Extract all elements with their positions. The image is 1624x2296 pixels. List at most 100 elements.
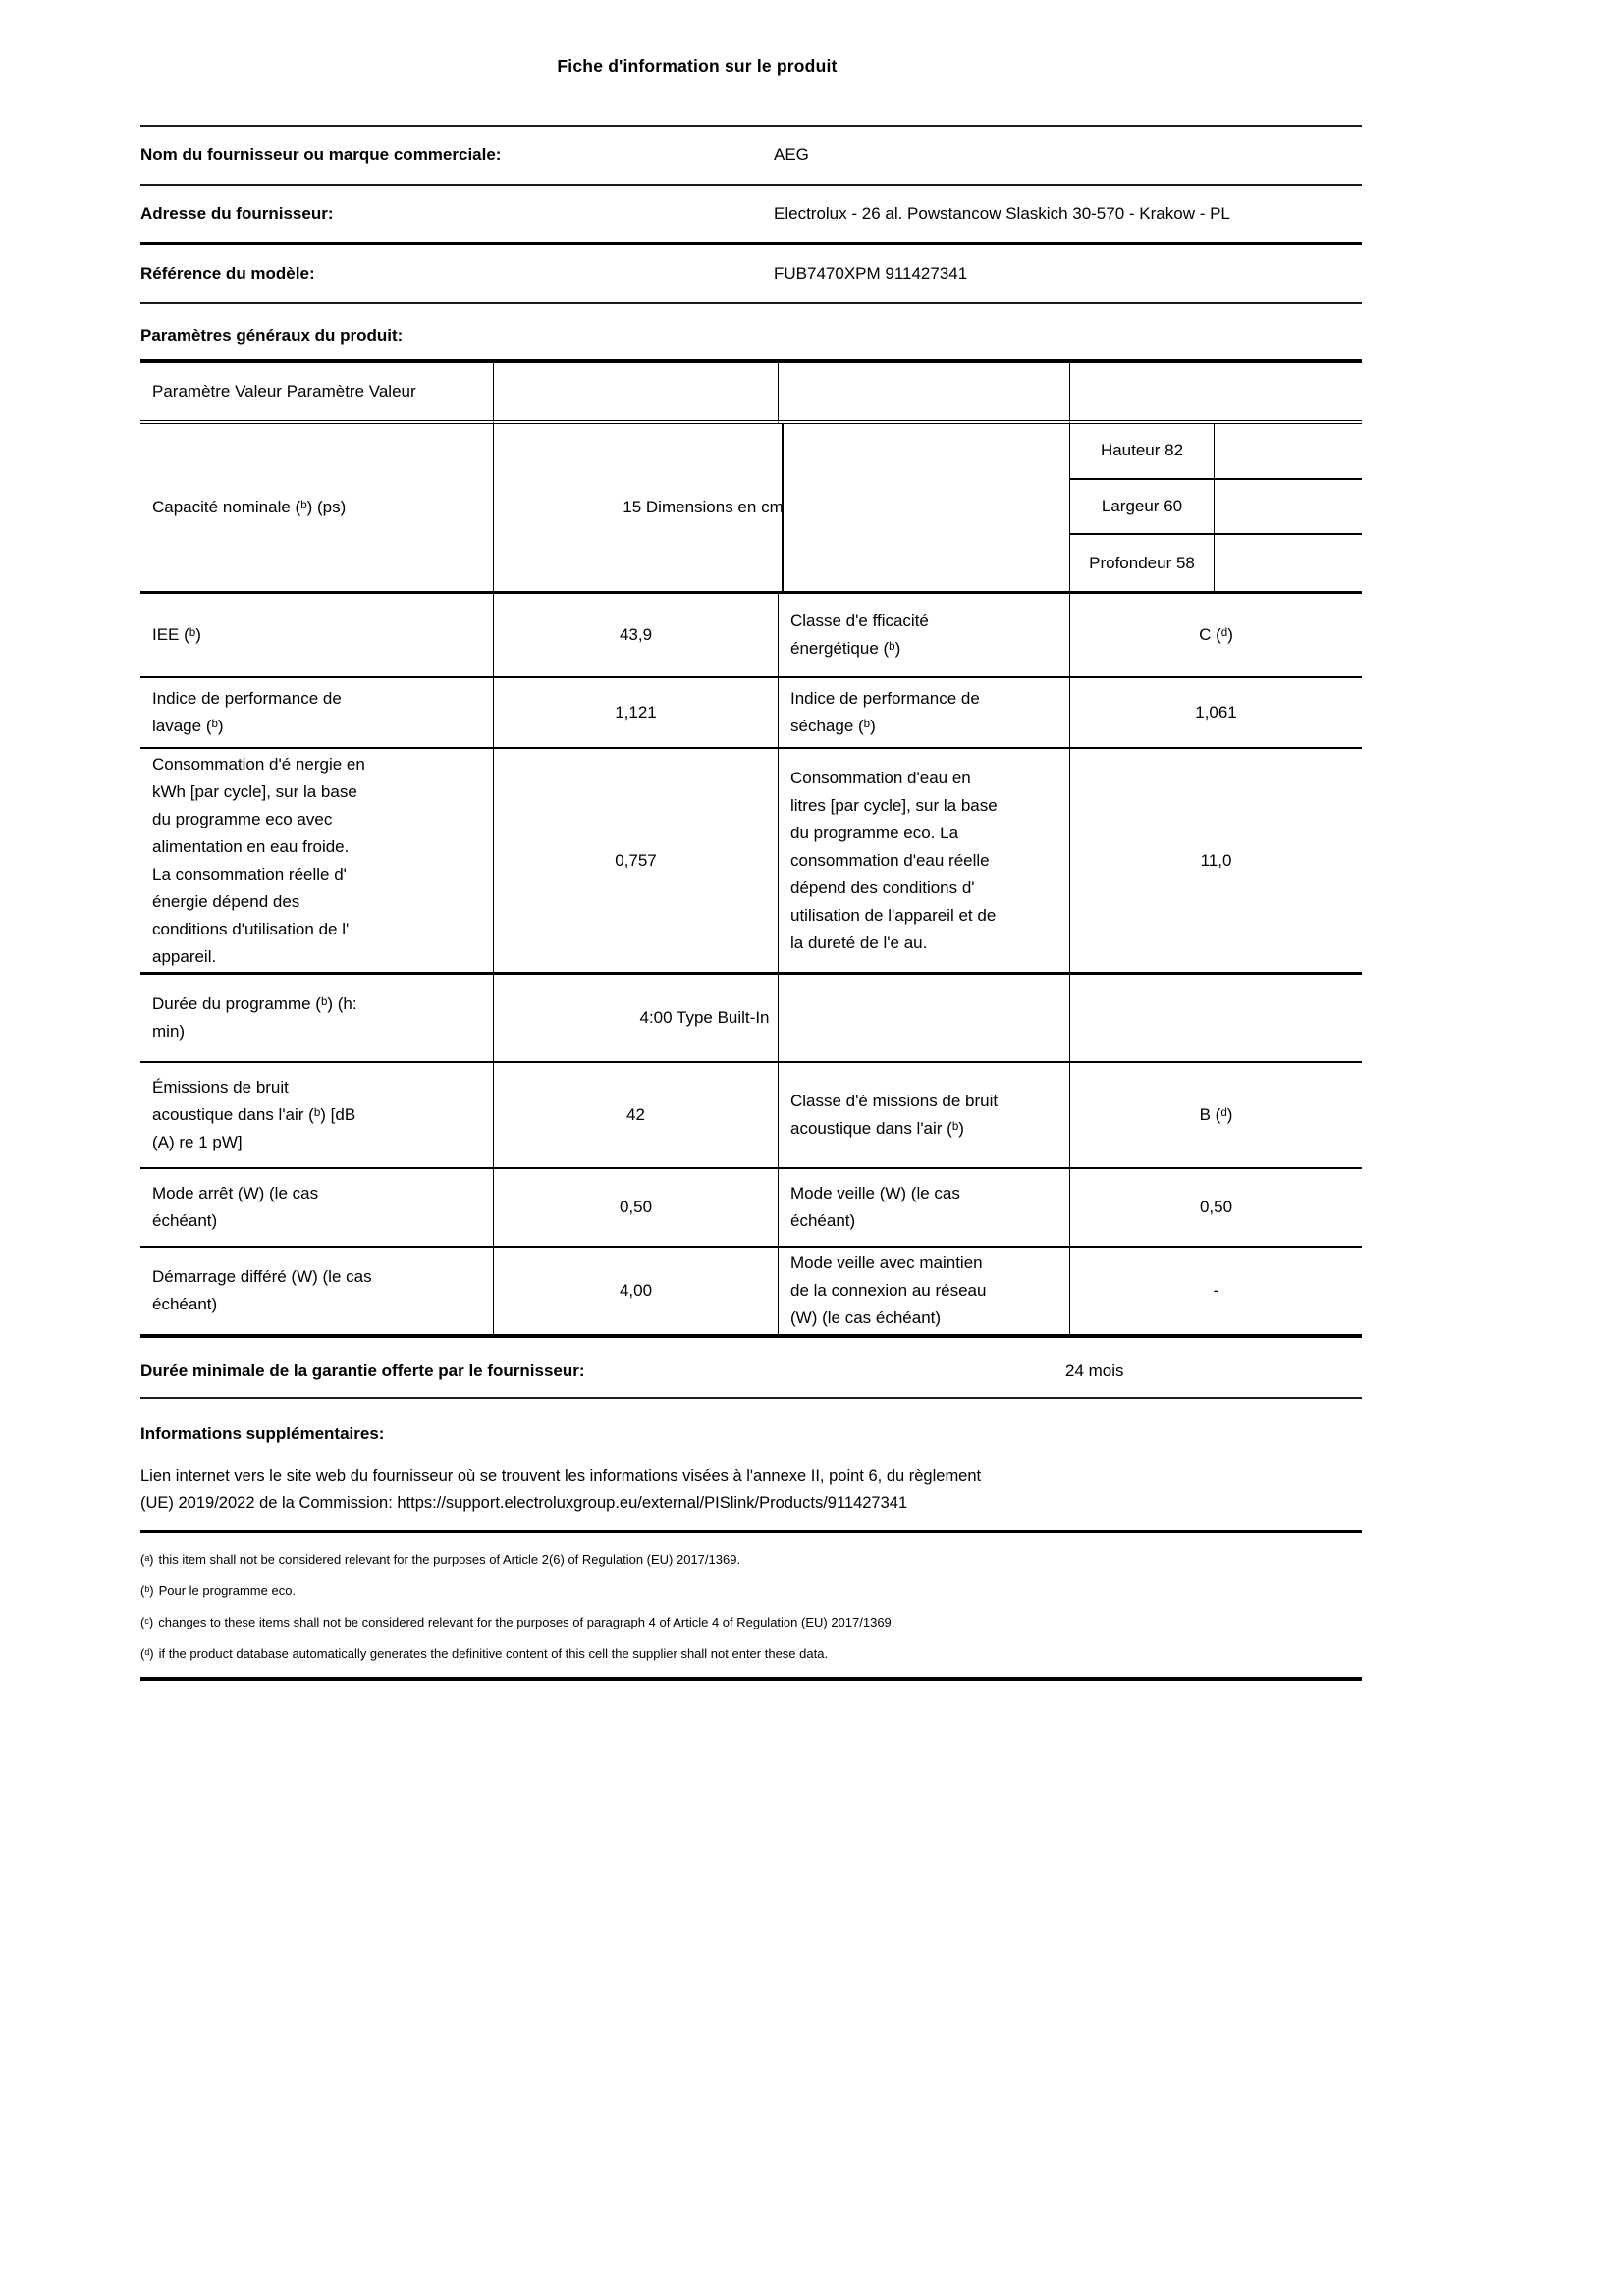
noise-class-value: B (ᵈ) [1199, 1105, 1233, 1124]
capacity-dimensions-value: 15 Dimensions en cm [623, 498, 784, 516]
water-consumption-label: Consommation d'eau en litres [par cycle]… [790, 768, 998, 952]
noise-class-label: Classe d'é missions de bruit acoustique … [790, 1092, 999, 1138]
divider [140, 302, 1362, 304]
networked-standby-value-cell: - [1070, 1248, 1362, 1334]
supplier-address-label: Adresse du fournisseur: [140, 204, 334, 223]
dry-index-label: Indice de performance de séchage (ᵇ) [790, 689, 980, 735]
wash-index-value-cell: 1,121 [494, 678, 779, 749]
noise-value-cell: 42 [494, 1063, 779, 1169]
empty-cell [779, 363, 1070, 424]
supplier-name-row: Nom du fournisseur ou marque commerciale… [140, 127, 1362, 184]
wash-index-value: 1,121 [615, 703, 657, 721]
noise-class-value-cell: B (ᵈ) [1070, 1063, 1362, 1169]
programme-duration-value-cell: 4:00 Type Built-In [494, 975, 779, 1063]
energy-class-value: C (ᵈ) [1199, 625, 1233, 644]
dimension-depth: Profondeur 58 [1070, 535, 1215, 591]
energy-consumption-label: Consommation d'é nergie en kWh [par cycl… [152, 754, 365, 966]
footnote-c: (ᶜ) changes to these items shall not be c… [140, 1614, 1362, 1630]
dimensions-detail-cell: Hauteur 82 Largeur 60 Profondeur 58 [1070, 424, 1362, 594]
footnote-a-marker: (ᵃ) [140, 1552, 154, 1567]
programme-duration-label: Durée du programme (ᵇ) (h: min) [152, 994, 357, 1041]
energy-class-label: Classe d'e fficacité énergétique (ᵇ) [790, 612, 929, 658]
dimension-height: Hauteur 82 [1070, 424, 1215, 480]
divider [140, 1397, 1362, 1399]
footnote-c-text: changes to these items shall not be cons… [158, 1615, 895, 1629]
footnote-d-text: if the product database automatically ge… [158, 1646, 829, 1661]
empty-cell [1070, 975, 1362, 1063]
dry-index-label-cell: Indice de performance de séchage (ᵇ) [779, 678, 1070, 749]
general-parameters-heading: Paramètres généraux du produit: [140, 326, 404, 345]
supplier-name-label: Nom du fournisseur ou marque commerciale… [140, 145, 502, 164]
divider [140, 242, 1362, 245]
footnote-d: (ᵈ) if the product database automatically… [140, 1645, 1362, 1662]
energy-consumption-label-cell: Consommation d'é nergie en kWh [par cycl… [140, 749, 494, 975]
noise-class-label-cell: Classe d'é missions de bruit acoustique … [779, 1063, 1070, 1169]
standby-mode-label: Mode veille (W) (le cas échéant) [790, 1184, 960, 1230]
divider [140, 184, 1362, 186]
supplier-link-paragraph: Lien internet vers le site web du fourni… [140, 1468, 982, 1512]
footnote-a-text: this item shall not be considered releva… [158, 1552, 741, 1567]
divider [140, 125, 1362, 127]
model-reference-label: Référence du modèle: [140, 264, 315, 283]
model-reference-value: FUB7470XPM 911427341 [774, 264, 968, 283]
footnote-b-text: Pour le programme eco. [158, 1583, 297, 1598]
delay-start-value-cell: 4,00 [494, 1248, 779, 1334]
energy-class-value-cell: C (ᵈ) [1070, 594, 1362, 678]
wash-index-label: Indice de performance de lavage (ᵇ) [152, 689, 342, 735]
capacity-label-cell: Capacité nominale (ᵇ) (ps) [140, 424, 494, 594]
noise-value: 42 [626, 1105, 645, 1124]
table-header-cell: Paramètre Valeur Paramètre Valeur [140, 363, 494, 424]
dimensions-grid: Hauteur 82 Largeur 60 Profondeur 58 [1070, 424, 1362, 591]
table-header-text: Paramètre Valeur Paramètre Valeur [152, 382, 416, 400]
programme-duration-value: 4:00 Type Built-In [639, 1008, 770, 1027]
model-reference-row: Référence du modèle: FUB7470XPM 91142734… [140, 245, 1362, 302]
off-mode-value: 0,50 [619, 1198, 653, 1216]
empty-cell [1215, 424, 1362, 480]
wash-index-label-cell: Indice de performance de lavage (ᵇ) [140, 678, 494, 749]
footnotes: (ᵃ) this item shall not be considered rel… [140, 1551, 1362, 1662]
networked-standby-value: - [1213, 1281, 1219, 1300]
divider [140, 1530, 1362, 1533]
delay-start-label-cell: Démarrage différé (W) (le cas échéant) [140, 1248, 494, 1334]
energy-class-label-cell: Classe d'e fficacité énergétique (ᵇ) [779, 594, 1070, 678]
dry-index-value-cell: 1,061 [1070, 678, 1362, 749]
water-consumption-label-cell: Consommation d'eau en litres [par cycle]… [779, 749, 1070, 975]
capacity-label: Capacité nominale (ᵇ) (ps) [152, 498, 347, 516]
iee-value-cell: 43,9 [494, 594, 779, 678]
empty-cell [1070, 363, 1362, 424]
empty-cell [1215, 480, 1362, 536]
water-consumption-value: 11,0 [1200, 850, 1232, 870]
warranty-label: Durée minimale de la garantie offerte pa… [140, 1362, 585, 1380]
divider [140, 1677, 1362, 1681]
document-content: Fiche d'information sur le produit Nom d… [140, 0, 1362, 1681]
standby-mode-label-cell: Mode veille (W) (le cas échéant) [779, 1169, 1070, 1248]
programme-duration-label-cell: Durée du programme (ᵇ) (h: min) [140, 975, 494, 1063]
footnote-b-marker: (ᵇ) [140, 1583, 154, 1598]
energy-consumption-value-cell: 0,757 [494, 749, 779, 975]
energy-consumption-value: 0,757 [615, 850, 657, 870]
supplier-address-row: Adresse du fournisseur: Electrolux - 26 … [140, 186, 1362, 242]
standby-mode-value: 0,50 [1199, 1198, 1233, 1216]
empty-cell [1215, 535, 1362, 591]
footnote-c-marker: (ᶜ) [140, 1615, 154, 1629]
parameters-table: Paramètre Valeur Paramètre Valeur Capaci… [140, 359, 1362, 1338]
iee-value: 43,9 [619, 625, 653, 644]
off-mode-value-cell: 0,50 [494, 1169, 779, 1248]
capacity-dimensions-cell: 15 Dimensions en cm [494, 424, 1070, 594]
delay-start-label: Démarrage différé (W) (le cas échéant) [152, 1267, 372, 1313]
document-title: Fiche d'information sur le produit [557, 56, 838, 76]
footnote-b: (ᵇ) Pour le programme eco. [140, 1582, 1362, 1599]
empty-cell [494, 363, 779, 424]
iee-label-cell: IEE (ᵇ) [140, 594, 494, 678]
noise-label-cell: Émissions de bruit acoustique dans l'air… [140, 1063, 494, 1169]
iee-label: IEE (ᵇ) [152, 625, 201, 644]
networked-standby-label-cell: Mode veille avec maintien de la connexio… [779, 1248, 1070, 1334]
off-mode-label-cell: Mode arrêt (W) (le cas échéant) [140, 1169, 494, 1248]
footnote-d-marker: (ᵈ) [140, 1646, 154, 1661]
dimension-width: Largeur 60 [1070, 479, 1215, 536]
dry-index-value: 1,061 [1195, 703, 1237, 721]
warranty-value: 24 mois [1065, 1362, 1124, 1380]
delay-start-value: 4,00 [619, 1281, 653, 1300]
networked-standby-label: Mode veille avec maintien de la connexio… [790, 1254, 987, 1327]
